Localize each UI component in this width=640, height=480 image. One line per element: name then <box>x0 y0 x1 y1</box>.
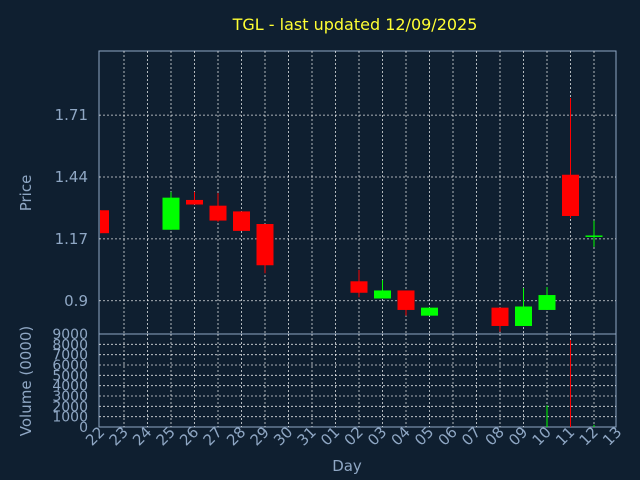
price-tick-label: 1.44 <box>55 168 88 186</box>
candle-body <box>350 281 368 293</box>
volume-tick-label: 5000 <box>52 368 88 384</box>
candle <box>491 307 509 332</box>
x-axis-label: Day <box>332 457 362 475</box>
candles <box>100 97 603 332</box>
volume-tick-label: 7000 <box>52 348 88 364</box>
candle <box>100 210 109 234</box>
volume-bars <box>546 340 595 427</box>
x-ticks: 2223242526272829303101020304050607080910… <box>82 423 625 449</box>
candle-body <box>421 307 438 316</box>
candle <box>421 307 438 316</box>
candle-body <box>209 205 227 221</box>
candle <box>162 191 180 230</box>
candle-body <box>397 290 415 310</box>
candle-body <box>562 174 579 216</box>
candle-body <box>162 197 180 230</box>
price-tick-label: 1.71 <box>55 106 88 124</box>
candle-body <box>538 295 556 310</box>
volume-tick-label: 0 <box>79 420 88 436</box>
candle <box>209 193 227 222</box>
volume-tick-label: 3000 <box>52 389 88 405</box>
candle <box>256 224 274 274</box>
candle-body <box>374 290 391 299</box>
candle <box>350 269 368 298</box>
chart-title: TGL - last updated 12/09/2025 <box>232 15 478 34</box>
candle-body <box>256 224 274 266</box>
candle <box>562 97 579 219</box>
candle <box>186 191 203 205</box>
candle <box>374 280 391 299</box>
price-panel: 0.9 1.17 1.44 1.71 Price <box>17 50 617 335</box>
price-y-ticks: 0.9 1.17 1.44 1.71 <box>55 106 88 310</box>
volume-tick-label: 9000 <box>52 327 88 343</box>
candle-body <box>491 307 509 326</box>
volume-tick-label: 6000 <box>52 358 88 374</box>
volume-plot-frame <box>98 333 617 428</box>
candle-body <box>186 199 203 205</box>
volume-tick-label: 1000 <box>52 410 88 426</box>
price-tick-label: 0.9 <box>64 292 88 310</box>
volume-axis-label: Volume (0000) <box>17 326 35 436</box>
volume-tick-label: 2000 <box>52 399 88 415</box>
candle-body <box>233 211 250 231</box>
candle <box>397 290 415 316</box>
candle-body <box>100 210 109 234</box>
volume-grid <box>99 334 616 427</box>
candle <box>515 288 532 326</box>
candle <box>585 220 603 247</box>
volume-tick-label: 4000 <box>52 379 88 395</box>
candle-body <box>585 235 603 237</box>
volume-tick-label: 8000 <box>52 337 88 353</box>
candle <box>233 211 250 231</box>
price-axis-label: Price <box>17 175 35 212</box>
candle <box>538 287 556 310</box>
candle-body <box>515 306 532 326</box>
price-tick-label: 1.17 <box>55 230 88 248</box>
